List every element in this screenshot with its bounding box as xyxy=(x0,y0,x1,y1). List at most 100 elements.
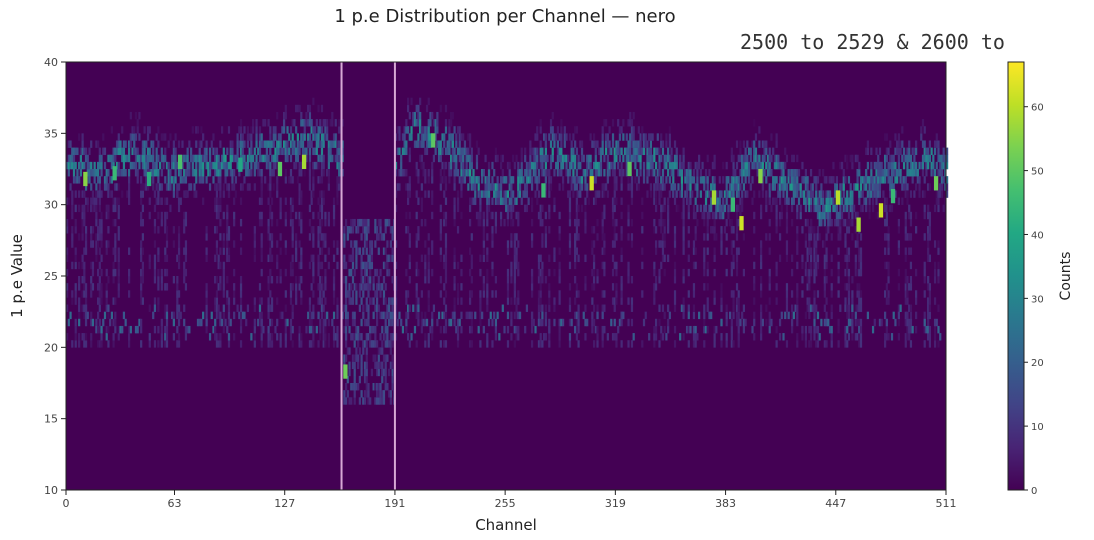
heatmap-cell xyxy=(572,183,575,191)
heatmap-cell xyxy=(450,140,453,148)
heatmap-cell xyxy=(703,183,706,191)
heatmap-cell xyxy=(234,190,237,198)
heatmap-cell xyxy=(701,176,704,184)
heatmap-cell xyxy=(202,176,205,184)
heatmap-cell xyxy=(806,276,809,284)
heatmap-cell xyxy=(935,140,938,148)
heatmap-cell xyxy=(215,183,219,191)
heatmap-cell xyxy=(427,333,430,341)
heatmap-cell xyxy=(670,161,673,170)
heatmap-cell xyxy=(920,161,923,170)
heatmap-cell xyxy=(140,176,143,184)
heatmap-cell xyxy=(866,161,870,170)
heatmap-cell xyxy=(639,140,642,148)
heatmap-cell xyxy=(871,183,875,191)
heatmap-cell xyxy=(574,297,577,305)
heatmap-cell xyxy=(313,161,317,170)
heatmap-cell xyxy=(667,304,670,312)
heatmap-cell xyxy=(177,261,181,270)
heatmap-cell xyxy=(386,325,389,334)
heatmap-cell xyxy=(672,190,675,198)
heatmap-cell xyxy=(768,311,771,320)
heatmap-cell xyxy=(713,161,716,170)
heatmap-cell xyxy=(155,197,158,205)
heatmap-cell xyxy=(620,283,623,291)
heatmap-cell xyxy=(692,247,696,255)
heatmap-cell xyxy=(198,154,201,163)
heatmap-cell xyxy=(749,147,752,156)
heatmap-cell xyxy=(499,176,503,184)
heatmap-cell xyxy=(496,311,499,320)
heatmap-cell xyxy=(463,176,467,184)
heatmap-cell xyxy=(806,254,809,263)
heatmap-cell xyxy=(486,297,489,305)
heatmap-cell xyxy=(312,340,315,348)
heatmap-cell xyxy=(193,190,196,198)
heatmap-cell xyxy=(398,133,401,141)
heatmap-cell xyxy=(389,347,392,355)
heatmap-cell xyxy=(78,204,81,213)
heatmap-cell xyxy=(153,204,157,213)
heatmap-cell xyxy=(375,304,379,312)
heatmap-cell xyxy=(360,354,363,362)
heatmap-cell xyxy=(71,240,74,248)
heatmap-cell xyxy=(448,169,451,177)
heatmap-cell xyxy=(665,333,668,341)
heatmap-cell xyxy=(284,333,287,341)
heatmap-cell xyxy=(174,147,177,156)
heatmap-cell xyxy=(336,325,339,334)
heatmap-cell xyxy=(887,290,890,298)
heatmap-cell xyxy=(813,333,816,341)
heatmap-cell xyxy=(503,197,506,205)
heatmap-cell xyxy=(374,340,377,348)
heatmap-cell xyxy=(236,304,239,312)
heatmap-cell xyxy=(658,197,661,205)
heatmap-cell xyxy=(217,197,220,205)
heatmap-cell xyxy=(214,297,217,305)
heatmap-cell xyxy=(267,140,270,148)
heatmap-cell xyxy=(851,276,854,284)
heatmap-cell xyxy=(692,204,696,213)
heatmap-cell xyxy=(703,176,706,184)
heatmap-cell xyxy=(567,169,570,177)
heatmap-cell xyxy=(592,240,596,248)
heatmap-cell xyxy=(444,311,448,320)
heatmap-cell xyxy=(107,276,110,284)
heatmap-cell xyxy=(744,176,747,184)
heatmap-cell xyxy=(927,247,930,255)
heatmap-cell xyxy=(455,325,458,334)
heatmap-cell xyxy=(865,169,868,177)
heatmap-cell xyxy=(417,140,420,148)
heatmap-cell xyxy=(567,154,570,163)
heatmap-cell xyxy=(78,276,81,284)
heatmap-cell xyxy=(157,304,160,312)
heatmap-cell xyxy=(837,268,840,277)
heatmap-cell xyxy=(880,161,883,170)
heatmap-cell xyxy=(887,161,890,170)
heatmap-cell xyxy=(737,297,740,305)
heatmap-cell xyxy=(90,233,93,241)
heatmap-cell xyxy=(796,183,799,191)
heatmap-cell xyxy=(801,190,804,198)
heatmap-cell xyxy=(822,197,825,205)
heatmap-cell xyxy=(887,226,890,234)
heatmap-cell xyxy=(768,233,771,241)
heatmap-cell xyxy=(577,161,580,170)
heatmap-cell xyxy=(778,254,782,263)
heatmap-cell xyxy=(871,190,875,198)
heatmap-cell xyxy=(310,197,313,205)
heatmap-cell xyxy=(782,161,785,170)
heatmap-cell xyxy=(753,161,756,170)
heatmap-cell xyxy=(933,268,937,277)
heatmap-cell xyxy=(558,233,561,241)
heatmap-cell xyxy=(184,211,188,220)
heatmap-cell xyxy=(377,304,380,312)
heatmap-cell xyxy=(515,211,518,220)
heatmap-cell xyxy=(730,147,733,156)
heatmap-cell xyxy=(413,325,417,334)
heatmap-cell xyxy=(791,290,794,298)
heatmap-cell xyxy=(119,140,122,148)
heatmap-cell xyxy=(579,190,582,198)
heatmap-cell xyxy=(117,268,120,277)
heatmap-cell xyxy=(184,254,188,263)
